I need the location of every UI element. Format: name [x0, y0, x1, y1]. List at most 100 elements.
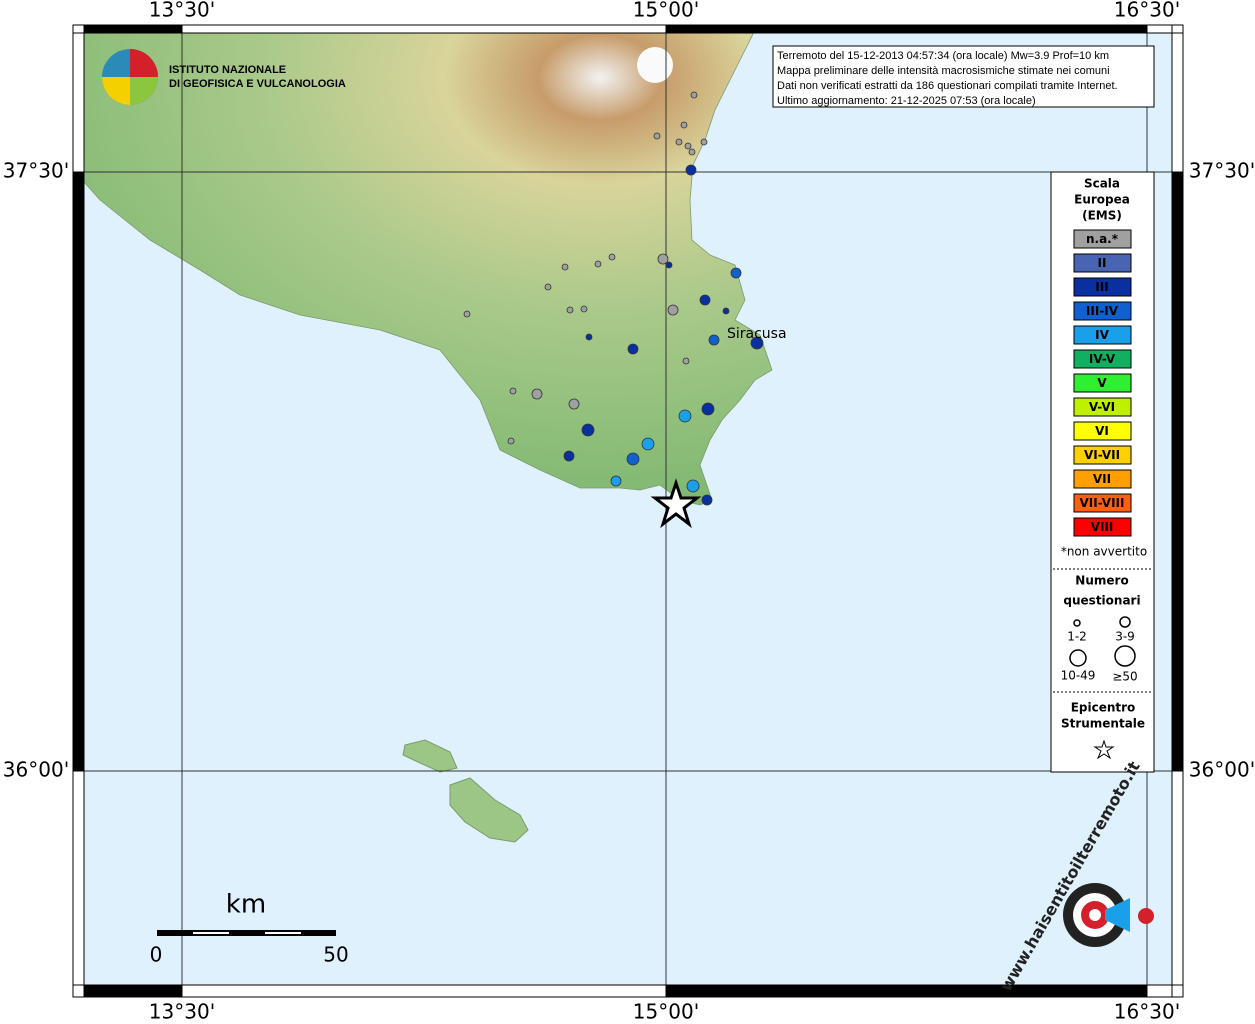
intensity-point: [690, 91, 698, 99]
legend-swatch: [1073, 229, 1132, 249]
legend-swatch: [1073, 373, 1132, 393]
institute-line: DI GEOFISICA E VULCANOLOGIA: [169, 78, 346, 90]
intensity-point: [701, 402, 715, 416]
points: [463, 91, 764, 506]
frame-seg: [72, 770, 85, 986]
intensity-point: [580, 305, 588, 313]
lat-label: 36°00': [1189, 758, 1255, 782]
intensity-point: [701, 494, 713, 506]
legend-label: III: [1095, 280, 1108, 294]
intensity-point: [665, 261, 673, 269]
intensity-point: [610, 475, 622, 487]
legend-label: III-IV: [1086, 304, 1119, 318]
scale-tick: 0: [150, 943, 163, 967]
intensity-point: [680, 121, 688, 129]
legend-size-label: 1-2: [1067, 630, 1087, 644]
legend-title: Epicentro: [1071, 701, 1136, 715]
legend-swatch: [1073, 493, 1132, 513]
border: [72, 24, 1184, 998]
frame-seg: [1171, 770, 1184, 986]
lon-label: 13°30': [149, 0, 215, 22]
scale-bar: [157, 930, 336, 936]
legend-swatch: [1073, 445, 1132, 465]
info-line: Ultimo aggiornamento: 21-12-2025 07:53 (…: [777, 95, 1036, 107]
intensity-point: [531, 388, 543, 400]
legend-label: VI: [1095, 424, 1109, 438]
frame-seg: [1146, 24, 1173, 34]
intensity-point: [699, 294, 711, 306]
legend-swatch: [1073, 397, 1132, 417]
intensity-point: [594, 260, 602, 268]
etna: [637, 47, 673, 83]
legend-title: Strumentale: [1061, 717, 1145, 731]
legend-swatch: [1073, 277, 1132, 297]
intensity-point: [722, 307, 730, 315]
legend-label: V-VI: [1089, 400, 1115, 414]
legend-title: Numero: [1075, 574, 1128, 588]
legend-title: Scala: [1084, 177, 1120, 191]
legend-label: VII: [1093, 472, 1111, 486]
legend-swatch: [1073, 469, 1132, 489]
legend-size: [1073, 619, 1081, 627]
legend-size-label: 3-9: [1115, 630, 1135, 644]
legend-size: [1114, 645, 1136, 667]
legend-swatch: [1073, 325, 1132, 345]
frame-seg: [1171, 171, 1184, 772]
intensity-point: [585, 333, 593, 341]
lat-label: 37°30': [1189, 159, 1255, 183]
legend-size-label: ≥50: [1112, 670, 1137, 684]
malta: [449, 777, 529, 843]
frame-seg: [72, 171, 85, 772]
legend-label: V: [1097, 376, 1107, 390]
place-label: Siracusa: [727, 326, 787, 342]
intensity-point: [626, 452, 640, 466]
legend-label: II: [1098, 256, 1107, 270]
gozo: [402, 739, 458, 773]
info-line: Terremoto del 15-12-2013 04:57:34 (ora l…: [777, 50, 1109, 62]
legend-label: IV-V: [1089, 352, 1116, 366]
legend-label: VI-VII: [1084, 448, 1120, 462]
legend-note: *non avvertito: [1061, 545, 1147, 559]
intensity-point: [667, 304, 679, 316]
legend-label: n.a.*: [1086, 232, 1119, 246]
intensity-point: [675, 138, 683, 146]
intensity-point: [608, 253, 616, 261]
frame-seg: [83, 24, 183, 34]
legend-swatch: [1073, 349, 1132, 369]
land: [84, 33, 773, 506]
intensity-point: [700, 138, 708, 146]
info-line: Mappa preliminare delle intensità macros…: [777, 65, 1110, 77]
frame-seg: [1171, 32, 1184, 173]
intensity-point: [730, 267, 742, 279]
intensity-point: [685, 164, 697, 176]
epicenter-star: [650, 478, 702, 529]
frame-seg: [72, 32, 85, 173]
legend-title: Europea: [1074, 193, 1130, 207]
legend-star: [1093, 739, 1115, 760]
intensity-point: [708, 334, 720, 346]
intensity-point: [566, 306, 574, 314]
legend-title: questionari: [1063, 594, 1140, 608]
lat-label: 36°00': [3, 758, 69, 782]
intensity-point: [686, 479, 700, 493]
lon-label: 16°30': [1114, 0, 1180, 22]
intensity-point: [544, 283, 552, 291]
frame-seg: [665, 984, 1148, 998]
legend-title: (EMS): [1082, 209, 1122, 223]
frame-seg: [1146, 984, 1173, 998]
frame-seg: [181, 24, 667, 34]
legend-label: VIII: [1091, 520, 1114, 534]
info-box: [772, 45, 1155, 108]
info-line: Dati non verificati estratti da 186 ques…: [777, 80, 1118, 92]
intensity-point: [568, 398, 580, 410]
institute-line: ISTITUTO NAZIONALE: [169, 64, 286, 76]
ingv-logo: ISTITUTO NAZIONALE DI GEOFISICA E VULCAN…: [102, 49, 346, 105]
legend-size: [1119, 616, 1131, 628]
scale-tick: 50: [323, 943, 348, 967]
intensity-point: [682, 357, 690, 365]
intensity-point: [581, 423, 595, 437]
intensity-point: [463, 310, 471, 318]
intensity-point: [641, 437, 655, 451]
